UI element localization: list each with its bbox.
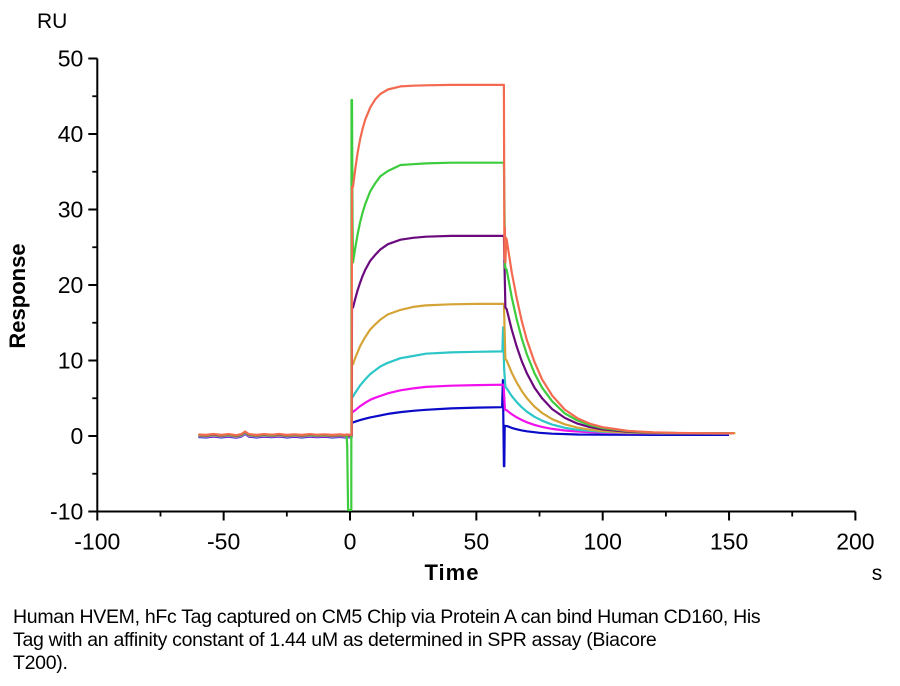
series-7-curve bbox=[198, 379, 729, 468]
series-6-curve bbox=[198, 383, 730, 439]
figure-caption-line: Human HVEM, hFc Tag captured on CM5 Chip… bbox=[13, 606, 761, 628]
series-3-curve bbox=[198, 234, 730, 437]
y-tick-label: 10 bbox=[58, 348, 84, 374]
y-tick-label: 40 bbox=[58, 121, 84, 147]
x-tick-label: 200 bbox=[836, 529, 874, 555]
y-axis-title: Response bbox=[5, 243, 30, 348]
y-tick-label: -10 bbox=[50, 499, 83, 525]
x-tick-label: 0 bbox=[344, 529, 357, 555]
series-1-curve bbox=[198, 83, 735, 437]
figure-caption-line: T200). bbox=[13, 652, 68, 674]
series-4-curve bbox=[198, 302, 736, 438]
spr-sensorgram-chart: RU Response -10 0 10 20 30 40 50 -100 -50 0 50 100 1… bbox=[5, 10, 883, 585]
x-tick-label: 150 bbox=[710, 529, 748, 555]
y-axis-unit-label: RU bbox=[37, 10, 67, 33]
y-tick-label: 20 bbox=[58, 272, 84, 298]
x-tick-label: -50 bbox=[207, 529, 240, 555]
x-tick-label: 50 bbox=[464, 529, 490, 555]
figure-caption-line: Tag with an affinity constant of 1.44 uM… bbox=[13, 629, 657, 651]
series-5-curve bbox=[198, 326, 727, 438]
figure-caption: Human HVEM, hFc Tag captured on CM5 Chip… bbox=[13, 606, 889, 675]
x-axis-unit-label: s bbox=[872, 562, 883, 585]
x-tick-label: -100 bbox=[74, 529, 120, 555]
y-tick-label: 0 bbox=[71, 423, 84, 449]
x-axis-title: Time bbox=[425, 560, 480, 585]
y-tick-label: 30 bbox=[58, 197, 84, 223]
y-tick-label: 50 bbox=[58, 46, 84, 72]
data-curves bbox=[198, 83, 736, 512]
x-tick-label: 100 bbox=[584, 529, 622, 555]
